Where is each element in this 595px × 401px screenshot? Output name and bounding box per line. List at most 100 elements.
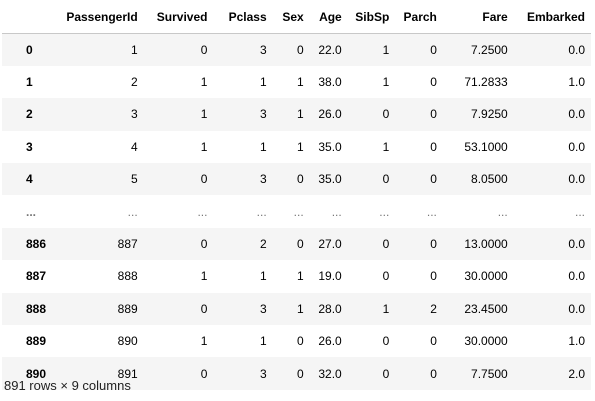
row-index: 888 bbox=[26, 301, 47, 316]
table-cell: 1 bbox=[382, 301, 390, 316]
table-cell: 887 bbox=[117, 237, 138, 252]
table-cell: ... bbox=[197, 204, 208, 219]
table-cell: 0 bbox=[296, 366, 304, 381]
table-cell: 0 bbox=[430, 139, 437, 154]
table-cell: 1 bbox=[382, 42, 390, 57]
table-cell: 0.0 bbox=[568, 237, 585, 252]
table-cell: 2.0 bbox=[568, 366, 585, 381]
table-cell: 1 bbox=[296, 301, 304, 316]
table-cell: 1.0 bbox=[568, 75, 585, 90]
table-cell: 0 bbox=[430, 107, 437, 122]
table-cell: 26.0 bbox=[318, 334, 342, 349]
table-cell: ... bbox=[426, 204, 437, 219]
table-cell: 891 bbox=[117, 366, 138, 381]
table-cell: 0.0 bbox=[568, 301, 585, 316]
shape-summary: 891 rows × 9 columns bbox=[4, 378, 131, 393]
table-cell: 7.7500 bbox=[471, 366, 508, 381]
table-cell: 4 bbox=[131, 139, 138, 154]
ellipsis-row: .............................. bbox=[2, 195, 591, 227]
row-index: 889 bbox=[26, 334, 47, 349]
table-cell: 0 bbox=[296, 334, 304, 349]
table-cell: 38.0 bbox=[318, 75, 342, 90]
table-cell: 71.2833 bbox=[464, 75, 508, 90]
table-cell: 35.0 bbox=[318, 172, 342, 187]
table-cell: 0.0 bbox=[568, 42, 585, 57]
table-cell: 26.0 bbox=[318, 107, 342, 122]
table-cell: 22.0 bbox=[318, 42, 342, 57]
table-cell: 0 bbox=[200, 301, 208, 316]
table-cell: 1 bbox=[200, 269, 208, 284]
table-cell: 0 bbox=[296, 42, 304, 57]
table-cell: 53.1000 bbox=[464, 139, 508, 154]
table-cell: 888 bbox=[117, 269, 138, 284]
table-cell: ... bbox=[497, 204, 508, 219]
table-row: 1 2 1 1 1 38.0 1 0 71.2833 1.0 bbox=[2, 66, 591, 98]
table-cell: 19.0 bbox=[318, 269, 342, 284]
table-cell: 7.2500 bbox=[471, 42, 508, 57]
table-cell: 1 bbox=[296, 269, 304, 284]
table-cell: 0 bbox=[430, 269, 437, 284]
table-cell: 1 bbox=[259, 139, 267, 154]
table-cell: 1 bbox=[259, 334, 267, 349]
dataframe-output: PassengerId Survived Pclass Sex Age SibSp Parc… bbox=[2, 0, 591, 390]
table-cell: 0 bbox=[430, 334, 437, 349]
table-cell: 1 bbox=[200, 139, 208, 154]
table-cell: 8.0500 bbox=[471, 172, 508, 187]
table-cell: 0 bbox=[382, 237, 390, 252]
table-cell: 0 bbox=[296, 237, 304, 252]
table-cell: 1 bbox=[296, 107, 304, 122]
table-cell: 1 bbox=[382, 75, 390, 90]
table-cell: 3 bbox=[259, 107, 267, 122]
column-header: SibSp bbox=[347, 0, 396, 34]
table-cell: 0 bbox=[382, 172, 390, 187]
table-cell: 3 bbox=[259, 366, 267, 381]
table-cell: 1 bbox=[200, 107, 208, 122]
table-cell: 0 bbox=[430, 237, 437, 252]
table-cell: 1 bbox=[259, 269, 267, 284]
table-row: 0 1 0 3 0 22.0 1 0 7.2500 0.0 bbox=[2, 33, 591, 66]
table-cell: 3 bbox=[259, 301, 267, 316]
table-header: PassengerId Survived Pclass Sex Age SibSp Parc… bbox=[2, 0, 591, 34]
table-cell: 30.0000 bbox=[464, 269, 508, 284]
table-cell: 1 bbox=[296, 139, 304, 154]
table-cell: 1 bbox=[200, 334, 208, 349]
table-cell: 0 bbox=[430, 366, 437, 381]
table-cell: 0 bbox=[200, 237, 208, 252]
column-header: Parch bbox=[395, 0, 443, 34]
table-cell: 0 bbox=[430, 172, 437, 187]
table-cell: 28.0 bbox=[318, 301, 342, 316]
table-cell: 2 bbox=[131, 75, 138, 90]
table-cell: 32.0 bbox=[318, 366, 342, 381]
table-cell: 0 bbox=[382, 107, 390, 122]
column-header: Survived bbox=[143, 0, 214, 34]
index-header bbox=[2, 0, 47, 34]
table-body: 0 1 0 3 0 22.0 1 0 7.2500 0.0 1 2 1 1 1 38.0 1 0 71.2833 1.… bbox=[2, 33, 591, 390]
table-row: 886 887 0 2 0 27.0 0 0 13.0000 0.0 bbox=[2, 227, 591, 261]
row-index: 1 bbox=[26, 75, 33, 90]
row-index: 890 bbox=[26, 366, 47, 381]
row-index: 3 bbox=[26, 139, 33, 154]
dataframe-table: PassengerId Survived Pclass Sex Age SibSp Parc… bbox=[2, 0, 591, 390]
table-cell: 1 bbox=[296, 75, 304, 90]
row-index: ... bbox=[26, 204, 37, 219]
column-header: PassengerId bbox=[46, 0, 144, 34]
table-cell: 1.0 bbox=[568, 334, 585, 349]
table-cell: 0 bbox=[430, 42, 437, 57]
table-cell: 23.4500 bbox=[464, 301, 508, 316]
table-cell: 0 bbox=[200, 42, 208, 57]
table-cell: 3 bbox=[131, 107, 138, 122]
table-row: 3 4 1 1 1 35.0 1 0 53.1000 0.0 bbox=[2, 131, 591, 163]
column-header: Age bbox=[309, 0, 348, 34]
column-header: Fare bbox=[442, 0, 514, 34]
table-cell: 27.0 bbox=[318, 237, 342, 252]
table-cell: 0 bbox=[382, 366, 390, 381]
table-cell: 889 bbox=[117, 301, 138, 316]
table-cell: ... bbox=[379, 204, 390, 219]
table-cell: 1 bbox=[200, 75, 208, 90]
table-row: 889 890 1 1 0 26.0 0 0 30.0000 1.0 bbox=[2, 325, 591, 357]
column-header: Pclass bbox=[213, 0, 273, 34]
table-cell: 1 bbox=[382, 139, 390, 154]
table-cell: 1 bbox=[131, 42, 138, 57]
row-index: 887 bbox=[26, 269, 47, 284]
table-cell: 0 bbox=[382, 334, 390, 349]
